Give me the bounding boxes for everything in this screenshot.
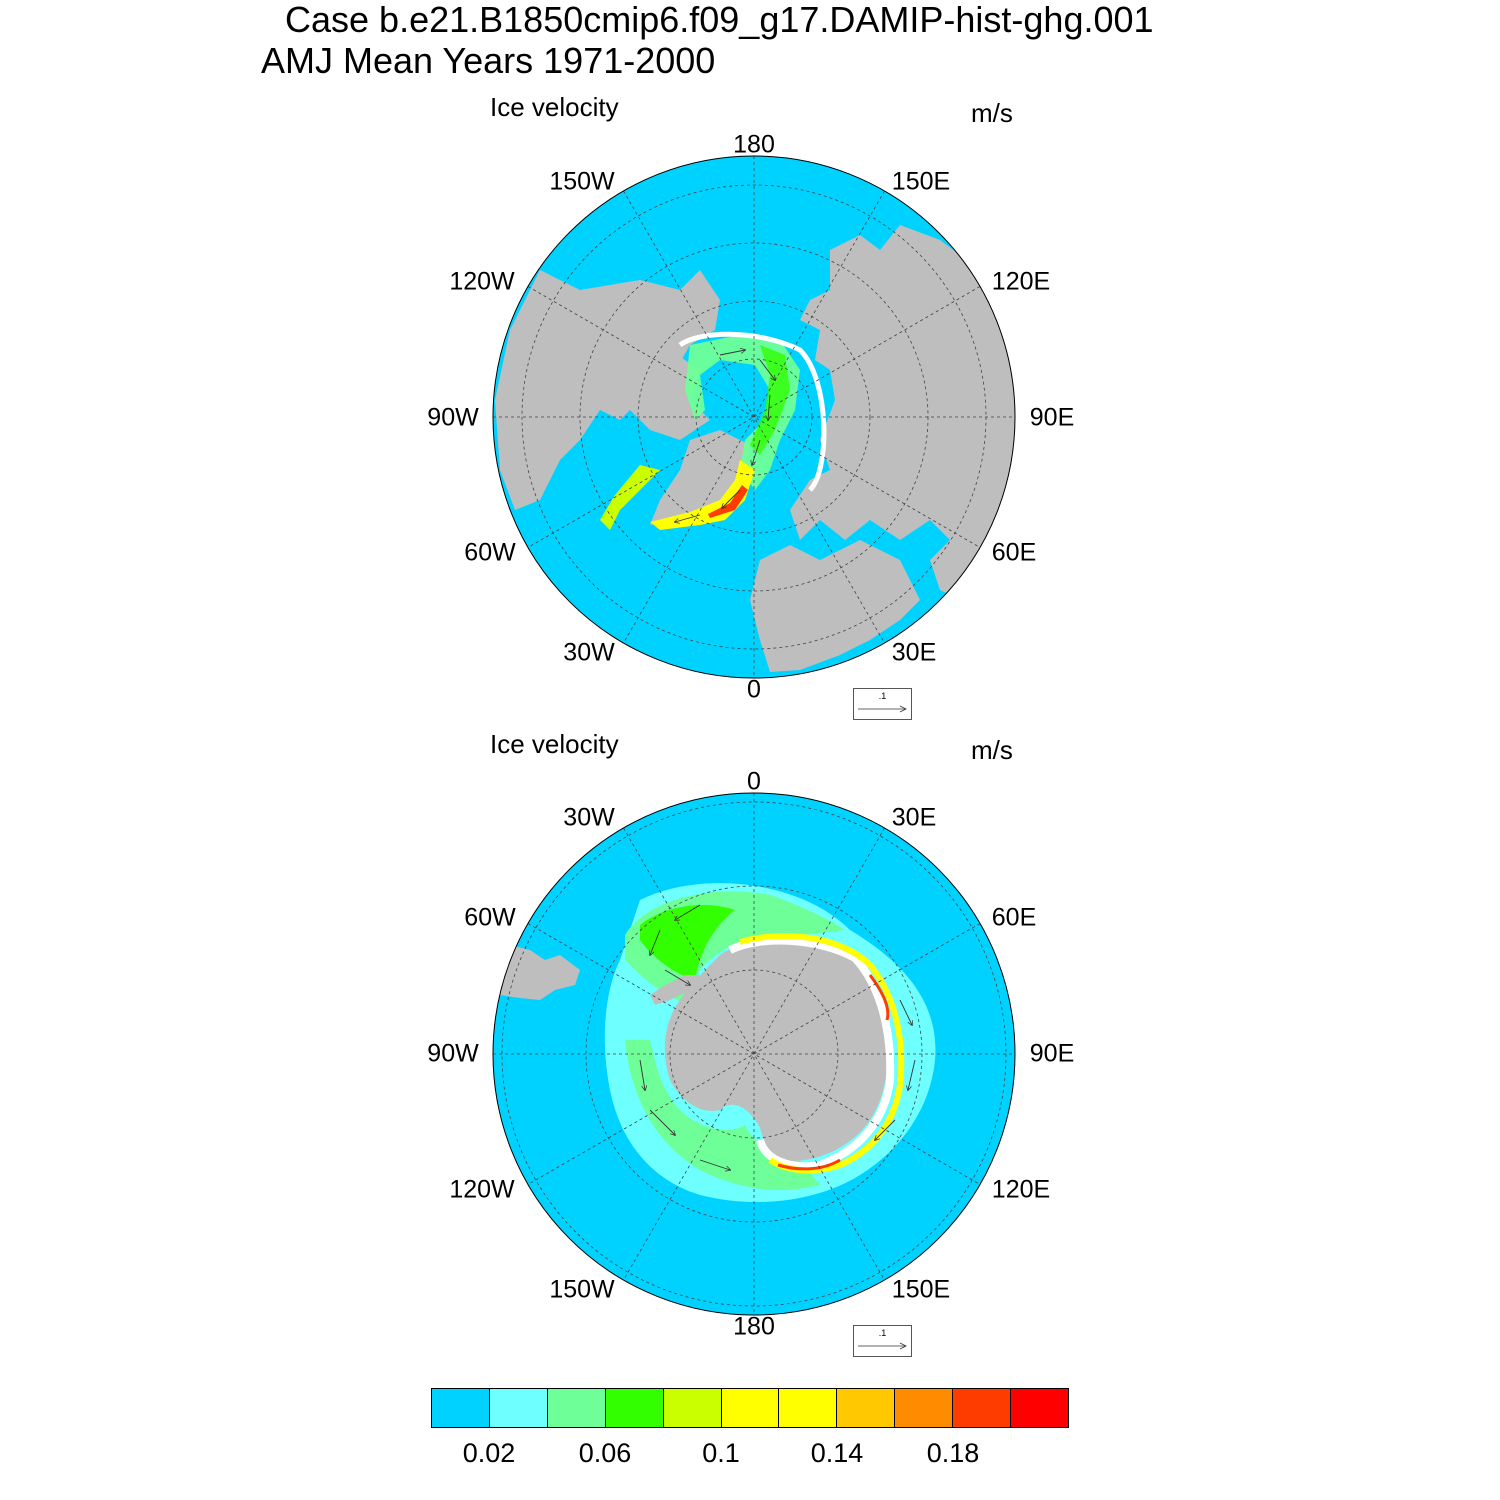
colorbar-cell <box>663 1389 722 1427</box>
colorbar-label: 0.14 <box>810 1438 864 1468</box>
colorbar-label: 0.02 <box>462 1438 516 1468</box>
colorbar-cell <box>953 1389 1012 1427</box>
colorbar-cell <box>895 1389 954 1427</box>
north-ice-labrador <box>600 465 660 530</box>
arrow-icon <box>858 1342 907 1350</box>
arrow-icon <box>858 705 907 713</box>
colorbar <box>431 1388 1069 1428</box>
colorbar-label: 0.18 <box>926 1438 980 1468</box>
north-lon-label: 120E <box>991 267 1051 296</box>
north-lon-label: 120W <box>449 267 515 296</box>
north-lon-label: 30E <box>891 638 937 667</box>
south-lon-label: 150E <box>891 1275 951 1304</box>
south-lon-label: 90E <box>1029 1039 1075 1068</box>
north-ice-egc <box>650 460 755 530</box>
north-polar-map <box>493 156 1015 678</box>
south-ice-east-red <box>777 974 890 1171</box>
south-polar-map <box>493 793 1015 1315</box>
colorbar-cell <box>432 1389 490 1427</box>
south-lon-label: 0 <box>747 767 761 796</box>
north-panel-units: m/s <box>971 98 1013 128</box>
north-reference-vector: .1 <box>853 688 912 720</box>
south-reference-vector-value: .1 <box>878 1328 887 1338</box>
north-lon-label: 60W <box>464 538 516 567</box>
south-map-border <box>492 792 1016 1316</box>
north-land-europe <box>750 540 920 672</box>
case-title: Case b.e21.B1850cmip6.f09_g17.DAMIP-hist… <box>285 0 1154 40</box>
south-lon-label: 90W <box>427 1039 479 1068</box>
north-map-border <box>492 155 1016 679</box>
south-coast-edge <box>728 936 895 1171</box>
north-ice-egc-red <box>708 485 748 518</box>
south-lon-label: 30E <box>891 803 937 832</box>
north-lon-label: 30W <box>563 638 615 667</box>
colorbar-cell <box>779 1389 838 1427</box>
south-lon-label: 60E <box>991 903 1037 932</box>
season-title: AMJ Mean Years 1971-2000 <box>261 40 716 81</box>
north-lon-label: 150W <box>549 167 615 196</box>
south-land-s-america <box>493 945 580 1000</box>
north-land-america <box>495 270 720 510</box>
colorbar-cell <box>1011 1389 1068 1427</box>
north-lon-label: 90W <box>427 403 479 432</box>
north-lon-label: 150E <box>891 167 951 196</box>
south-lon-label: 30W <box>563 803 615 832</box>
colorbar-cell <box>837 1389 896 1427</box>
north-ice-edge <box>678 331 827 492</box>
south-lon-label: 60W <box>464 903 516 932</box>
south-reference-vector: .1 <box>853 1325 912 1357</box>
north-reference-vector-value: .1 <box>878 691 887 701</box>
south-panel-units: m/s <box>971 735 1013 765</box>
south-lon-label: 150W <box>549 1275 615 1304</box>
north-lon-label: 90E <box>1029 403 1075 432</box>
colorbar-cell <box>547 1389 606 1427</box>
north-panel-label: Ice velocity <box>490 92 619 122</box>
north-land-asia <box>790 225 1015 600</box>
south-ice-east-yellow <box>739 932 905 1174</box>
colorbar-cell <box>489 1389 548 1427</box>
colorbar-label: 0.1 <box>702 1438 740 1468</box>
colorbar-label: 0.06 <box>578 1438 632 1468</box>
south-lon-label: 120E <box>991 1175 1051 1204</box>
south-lon-label: 120W <box>449 1175 515 1204</box>
north-lon-label: 0 <box>747 675 761 704</box>
south-land-antarctica <box>664 939 888 1161</box>
south-ice-weddell-core <box>640 905 735 980</box>
colorbar-cell <box>721 1389 780 1427</box>
colorbar-cell <box>605 1389 664 1427</box>
north-lon-label: 60E <box>991 538 1037 567</box>
north-lon-label: 180 <box>733 130 775 159</box>
south-lon-label: 180 <box>733 1312 775 1341</box>
south-panel-label: Ice velocity <box>490 729 619 759</box>
